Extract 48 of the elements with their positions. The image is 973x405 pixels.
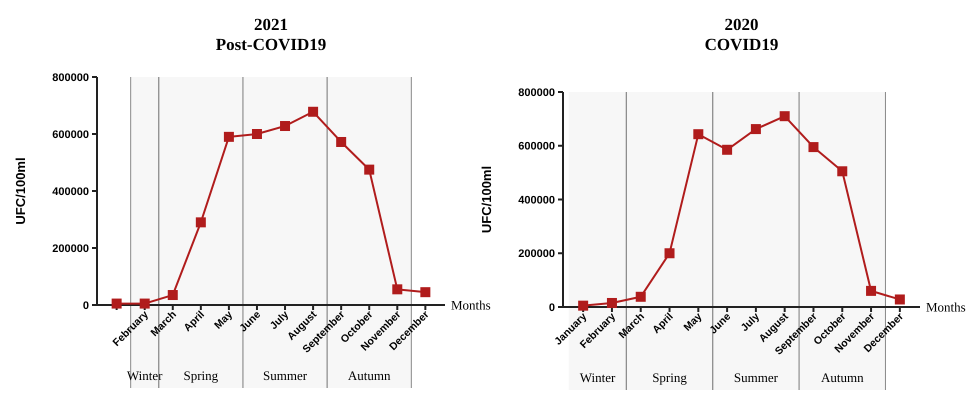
y-tick-label: 400000 [52,186,89,198]
chart-title: 2021 Post-COVID19 [216,15,326,54]
point [606,298,617,308]
point [308,106,318,117]
band-label: Autumn [820,370,864,385]
point [364,164,374,175]
x-axis-title: Months [926,300,966,315]
band-label: Spring [184,368,219,383]
point [336,136,346,147]
band-label: Summer [263,368,308,383]
point [280,121,290,132]
y-tick-label: 600000 [518,140,555,153]
y-tick-label: 0 [548,302,555,314]
point [722,144,732,155]
band-label: Winter [580,370,616,385]
point [392,284,402,294]
point [636,292,646,302]
band-label: Winter [126,368,164,383]
point [196,217,206,228]
point [894,294,905,304]
point [693,129,704,140]
band-label: Autumn [348,368,392,383]
y-tick-label: 400000 [518,194,555,206]
y-axis-title: UFC/100ml [479,166,494,234]
point [837,166,848,176]
y-tick-label: 200000 [52,242,89,255]
chart-title: 2020 COVID19 [704,15,778,54]
point [808,142,818,152]
point [780,111,790,122]
y-axis-title: UFC/100ml [13,157,28,225]
point [664,248,675,258]
point [168,290,178,300]
y-tick-label: 800000 [52,72,89,84]
point [750,124,761,134]
y-tick-label: 600000 [52,128,89,141]
point [420,287,430,298]
y-tick-label: 200000 [518,248,555,260]
y-tick-label: 0 [82,300,89,312]
point [224,132,234,142]
x-axis-title: Months [451,298,491,313]
point [578,300,588,311]
band-label: Spring [652,370,688,385]
point [112,298,122,309]
y-tick-label: 800000 [518,86,555,99]
band-label: Summer [734,370,779,385]
point [140,298,150,309]
point [252,129,262,139]
point [866,286,876,296]
